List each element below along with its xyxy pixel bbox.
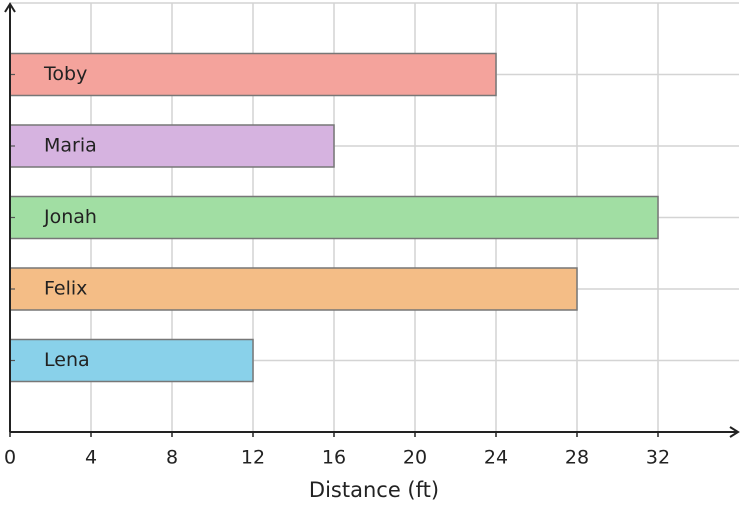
x-tick-label: 28 <box>565 447 589 469</box>
y-axis-arrow <box>4 2 16 13</box>
bar-label: Toby <box>43 63 87 85</box>
x-tick-label: 12 <box>241 447 265 469</box>
bar-label: Maria <box>44 135 97 157</box>
bar <box>9 195 659 240</box>
bar-label: Felix <box>44 278 87 300</box>
bar-label: Jonah <box>43 206 97 228</box>
x-axis-label: Distance (ft) <box>309 478 439 502</box>
bar <box>9 267 578 311</box>
x-tick-label: 4 <box>85 447 97 469</box>
x-tick-label: 0 <box>4 447 16 469</box>
x-tick-label: 16 <box>322 447 346 469</box>
bar <box>9 124 335 168</box>
x-tick-label: 32 <box>646 447 670 469</box>
x-tick-label: 8 <box>166 447 178 469</box>
x-tick-label: 24 <box>484 447 508 469</box>
bar <box>9 338 254 383</box>
x-tick-label: 20 <box>403 447 427 469</box>
bar <box>9 52 497 97</box>
bar-label: Lena <box>44 349 90 371</box>
x-axis-arrow <box>729 426 740 438</box>
